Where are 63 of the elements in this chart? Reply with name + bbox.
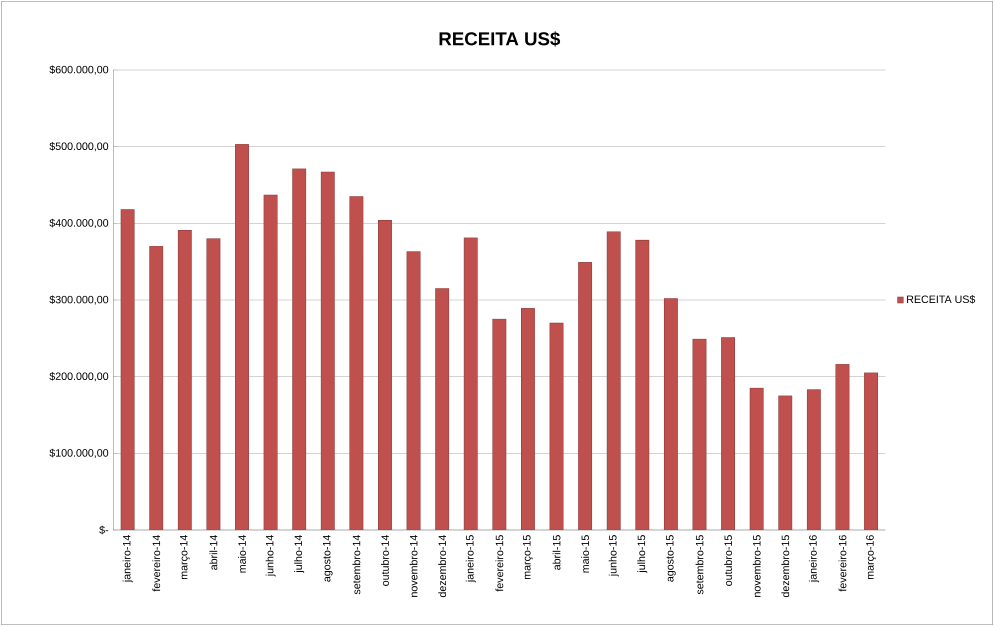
x-tick-label: dezembro-14 <box>438 535 446 598</box>
chart-title: RECEITA US$ <box>440 31 560 47</box>
x-tick-label: junho-14 <box>266 535 276 576</box>
x-tick-label: outubro-15 <box>724 535 732 586</box>
x-tick-label: junho-15 <box>608 535 619 576</box>
y-tick-label: $300.000,00 <box>49 295 108 305</box>
x-tick-label: maio-14 <box>238 535 246 573</box>
y-tick-label: $- <box>99 526 108 534</box>
bar <box>378 220 392 530</box>
x-tick-label: setembro-14 <box>352 535 360 594</box>
bar <box>692 338 706 530</box>
x-tick-label: julho-15 <box>637 535 648 573</box>
bar <box>349 196 364 530</box>
x-tick-label: fevereiro-15 <box>495 535 504 592</box>
x-tick-label: agosto-14 <box>323 535 333 582</box>
bar <box>578 262 592 530</box>
x-tick-label: dezembro-15 <box>781 535 790 598</box>
legend-label: RECEITA US$ <box>907 295 976 304</box>
bar <box>406 251 420 530</box>
x-tick-label: novembro-15 <box>752 535 761 597</box>
y-tick-label: $200.000,00 <box>49 372 108 382</box>
y-tick-label: $100.000,00 <box>49 448 108 458</box>
bar <box>120 209 135 530</box>
x-tick-label: janeiro-16 <box>808 535 819 582</box>
bar <box>550 322 564 530</box>
x-tick-label: setembro-15 <box>696 535 704 594</box>
x-tick-label: fevereiro-16 <box>838 535 846 592</box>
bar <box>521 308 535 530</box>
x-tick-label: janeiro-15 <box>466 535 476 582</box>
bar <box>635 240 650 530</box>
bar <box>320 172 335 530</box>
bar <box>235 144 249 530</box>
bar <box>492 318 506 530</box>
x-tick-label: abril-14 <box>209 535 218 570</box>
x-tick-label: julho-14 <box>294 535 304 573</box>
x-tick-label: maio-15 <box>581 535 590 573</box>
x-tick-label: março-16 <box>866 535 876 580</box>
x-tick-label: janeiro-14 <box>122 535 133 582</box>
y-tick-label: $500.000,00 <box>49 142 108 152</box>
x-tick-label: fevereiro-14 <box>152 535 160 592</box>
y-tick-label: $600.000,00 <box>49 65 108 75</box>
x-tick-label: agosto-15 <box>666 535 676 582</box>
bar <box>664 298 678 530</box>
bar <box>206 238 220 530</box>
bar <box>178 230 192 530</box>
bar <box>836 364 850 530</box>
bar <box>750 388 764 530</box>
bar <box>864 372 878 530</box>
bar <box>606 232 621 530</box>
x-tick-label: novembro-14 <box>410 535 418 597</box>
bar <box>435 288 450 530</box>
bar <box>264 194 278 530</box>
y-tick-label: $400.000,00 <box>49 218 108 228</box>
bar <box>806 389 821 530</box>
bar <box>778 396 792 530</box>
x-tick-label: abril-15 <box>552 535 560 570</box>
bar <box>292 168 306 530</box>
x-tick-label: março-14 <box>180 535 190 580</box>
bar <box>464 238 478 530</box>
bar <box>721 337 736 530</box>
x-tick-label: março-15 <box>523 535 533 580</box>
bar <box>149 246 164 530</box>
x-tick-label: outubro-14 <box>381 535 389 586</box>
